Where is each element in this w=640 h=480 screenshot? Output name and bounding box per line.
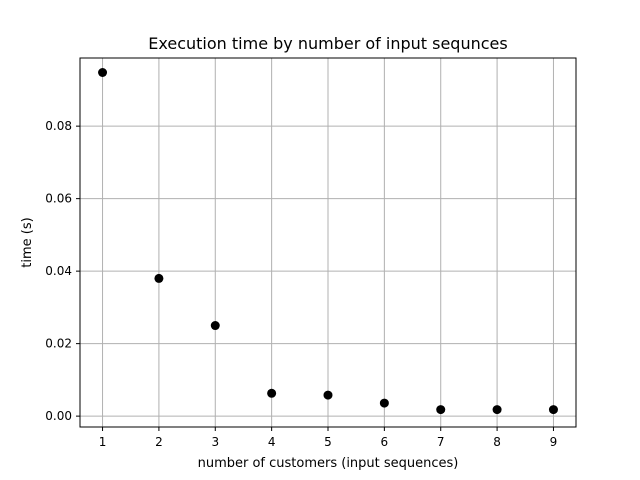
data-point bbox=[98, 67, 108, 77]
x-axis-label: number of customers (input sequences) bbox=[198, 456, 459, 471]
data-point bbox=[154, 273, 164, 283]
x-tick-label: 7 bbox=[437, 435, 445, 449]
y-tick-label: 0.02 bbox=[45, 337, 72, 351]
data-point bbox=[379, 398, 389, 408]
x-tick-label: 3 bbox=[211, 435, 219, 449]
y-tick-label: 0.06 bbox=[45, 192, 72, 206]
data-point bbox=[267, 388, 277, 398]
x-tick-label: 2 bbox=[155, 435, 163, 449]
y-tick-label: 0.08 bbox=[45, 119, 72, 133]
x-tick-label: 9 bbox=[550, 435, 558, 449]
x-tick-label: 6 bbox=[381, 435, 389, 449]
plot-frame bbox=[79, 57, 577, 428]
y-tick-label: 0.00 bbox=[45, 409, 72, 423]
x-tick-label: 4 bbox=[268, 435, 276, 449]
x-tick-label: 8 bbox=[493, 435, 501, 449]
chart-title: Execution time by number of input sequnc… bbox=[148, 34, 507, 53]
data-point bbox=[323, 390, 333, 400]
y-axis-label: time (s) bbox=[20, 217, 35, 267]
data-point bbox=[548, 405, 558, 415]
data-point bbox=[436, 405, 446, 415]
grid bbox=[80, 58, 576, 427]
x-tick-label: 5 bbox=[324, 435, 332, 449]
axis-ticks: 1 2 3 4 5 6 7 8 9 0.00 0.02 0.04 0.06 0.08 bbox=[45, 119, 557, 449]
x-tick-label: 1 bbox=[99, 435, 107, 449]
data-point bbox=[492, 405, 502, 415]
data-points bbox=[98, 67, 558, 415]
data-point bbox=[210, 321, 220, 331]
y-tick-label: 0.04 bbox=[45, 264, 72, 278]
